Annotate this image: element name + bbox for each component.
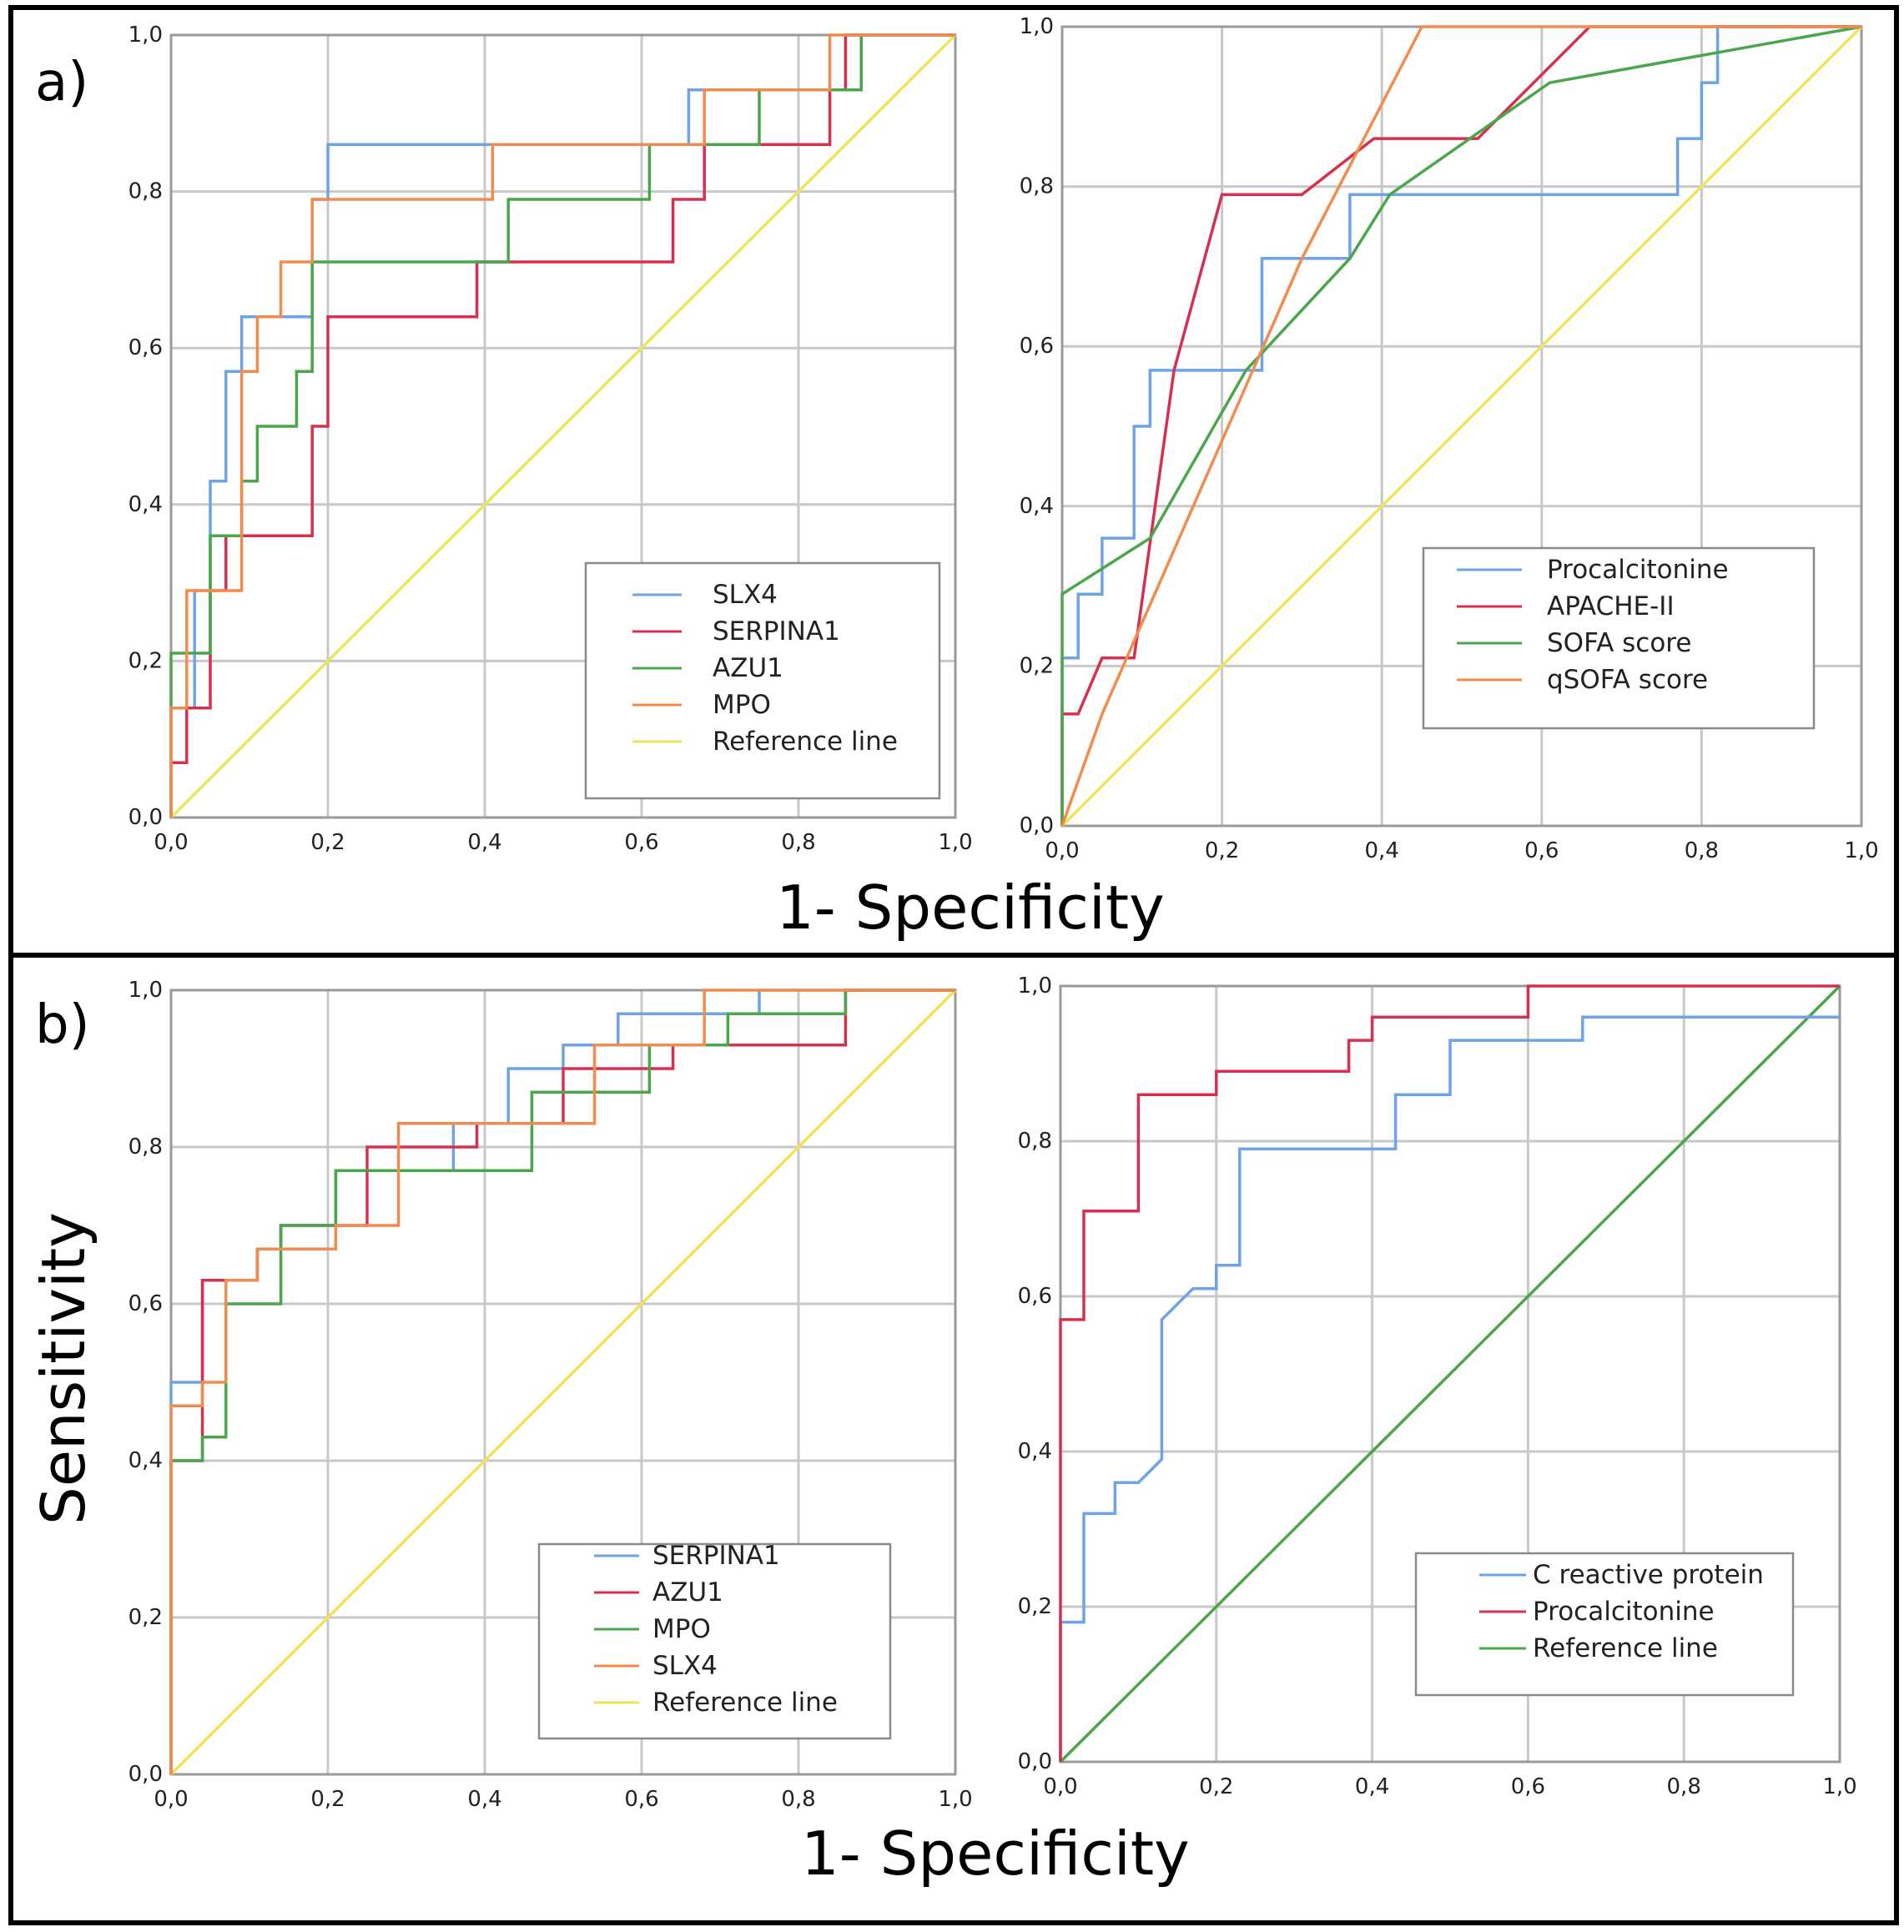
y-tick-label: 0,8 [128,1135,163,1160]
y-tick-label: 0,0 [128,805,163,830]
legend-label: Procalcitonine [1533,1597,1715,1627]
panel-b-x-axis-title: 1- Specificity [801,1819,1190,1889]
x-tick-label: 0,0 [1043,1774,1077,1799]
y-tick-label: 0,0 [128,1762,163,1787]
x-tick-label: 1,0 [1822,1774,1856,1799]
x-tick-label: 0,4 [467,1787,501,1812]
y-tick-label: 1,0 [1018,974,1052,999]
series-line-qsofa-score [1060,25,1861,827]
x-tick-label: 0,4 [467,830,501,855]
series-line-procalcitonine [1060,25,1861,826]
y-tick-label: 1,0 [128,23,163,48]
legend-box [1414,1552,1795,1697]
legend-label: SERPINA1 [652,1541,780,1571]
panel-a-label: a) [35,52,89,113]
y-tick-label: 0,6 [1020,334,1054,359]
y-tick-label: 0,8 [128,179,163,204]
y-tick-label: 0,2 [1020,653,1054,678]
y-tick-label: 0,4 [1018,1439,1052,1464]
series-line-reference-line [169,33,957,819]
chart-b-right: 0,00,0 0,2 0,2 0,4 0,4 0,6 0,6 0,8 0,8 1,0 1,0 C re… [1018,974,1857,1799]
series-line-c-reactive-protein [1059,1015,1840,1762]
x-tick-label: 0,8 [781,830,815,855]
legend-box [584,561,941,800]
x-tick-label: 0,2 [1205,838,1239,863]
series-line-mpo [169,989,955,1774]
y-tick-label: 1,0 [1020,14,1054,39]
y-tick-label: 0,6 [128,1291,163,1316]
y-tick-label: 0,0 [1018,1749,1052,1774]
series-line-reference-line [1060,25,1863,828]
series-line-azu1 [169,33,955,818]
legend: Procalcitonine APACHE-II SOFA score qSOFA s… [1422,546,1816,730]
x-tick-label: 0,6 [624,830,658,855]
y-tick-label: 0,8 [1018,1129,1052,1154]
x-tick-label: 1,0 [938,1787,972,1812]
legend-label: MPO [652,1614,711,1644]
y-tick-label: 0,2 [128,648,163,673]
legend-label: SLX4 [652,1651,718,1681]
legend-box [537,1542,892,1740]
x-tick-label: 0,8 [781,1787,815,1812]
legend-label: SLX4 [713,580,778,610]
x-tick-label: 0,2 [1199,1774,1233,1799]
panel-b [8,953,1899,1925]
panel-b-label: b) [35,994,90,1056]
legend-label: Procalcitonine [1547,555,1729,585]
y-tick-label: 0,6 [1018,1284,1052,1309]
legend-label: APACHE-II [1547,591,1675,621]
y-tick-label: 0,8 [1020,174,1054,199]
x-tick-label: 0,4 [1365,838,1399,863]
plot-frame [169,33,957,819]
legend-label: C reactive protein [1533,1560,1764,1590]
series-line-mpo [169,33,955,818]
legend-label: Reference line [713,727,898,757]
y-tick-label: 0,0 [1020,813,1054,838]
y-tick-label: 1,0 [128,978,163,1003]
series-line-slx4 [169,989,955,1774]
x-tick-label: 0,6 [1524,838,1559,863]
legend-label: SOFA score [1547,628,1691,658]
x-tick-label: 1,0 [1844,838,1878,863]
y-tick-label: 0,2 [1018,1594,1052,1619]
chart-a-left: 0,00,0 0,2 0,2 0,4 0,4 0,6 0,6 0,8 0,8 1,0 1,0 SLX4… [128,23,973,855]
panel-a-x-axis-title: 1- Specificity [776,873,1165,943]
legend-label: AZU1 [713,653,783,683]
legend: SLX4 SERPINA1 AZU1 MPO Reference line [584,561,941,800]
y-tick-label: 0,4 [128,1448,163,1473]
series-line-sofa-score [1060,25,1862,826]
legend-label: AZU1 [652,1577,723,1607]
x-tick-label: 0,0 [1045,838,1079,863]
y-tick-label: 0,6 [128,335,163,360]
x-tick-label: 0,2 [310,1787,345,1812]
legend-box [1422,546,1816,730]
legend-label: MPO [713,690,771,720]
y-tick-label: 0,4 [128,492,163,517]
x-tick-label: 0,6 [624,1787,658,1812]
x-tick-label: 0,2 [310,830,345,855]
x-tick-label: 0,0 [154,1787,188,1812]
legend: C reactive protein Procalcitonine Referenc… [1414,1552,1795,1697]
chart-a-right: 0,00,0 0,2 0,2 0,4 0,4 0,6 0,6 0,8 0,8 1,0 1,0 Proc… [1020,14,1879,863]
legend-label: Reference line [1533,1633,1718,1663]
x-tick-label: 0,8 [1667,1774,1701,1799]
x-tick-label: 1,0 [938,830,972,855]
legend-label: SERPINA1 [713,616,840,647]
legend-label: Reference line [652,1688,838,1718]
x-tick-label: 0,4 [1355,1774,1389,1799]
x-tick-label: 0,6 [1511,1774,1545,1799]
series-line-procalcitonine [1059,984,1840,1762]
series-line-reference-line [1059,984,1841,1763]
chart-b-left: 0,00,0 0,2 0,2 0,4 0,4 0,6 0,6 0,8 0,8 1,0 1,0 SERP… [128,978,973,1812]
series-line-reference-line [169,989,957,1776]
x-tick-label: 0,0 [154,830,188,855]
y-tick-label: 0,2 [128,1605,163,1630]
x-tick-label: 0,8 [1685,838,1719,863]
y-tick-label: 0,4 [1020,494,1054,519]
panel-a [8,5,1899,958]
legend: SERPINA1 AZU1 MPO SLX4 Reference line [537,1541,892,1740]
series-line-serpina1 [169,33,955,818]
legend-label: qSOFA score [1547,665,1708,695]
